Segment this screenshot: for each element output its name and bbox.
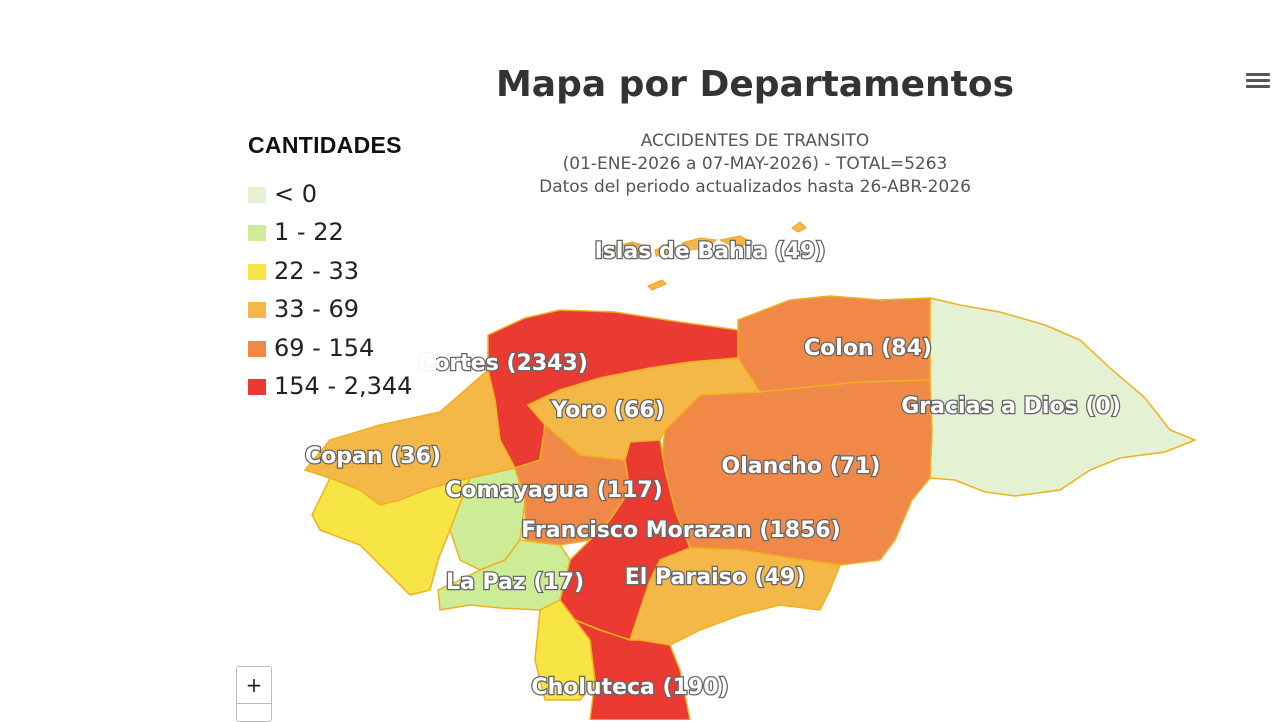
subtitle-line-2: (01-ENE-2026 a 07-MAY-2026) - TOTAL=5263 xyxy=(562,154,948,174)
label-cortes: Cortes (2343) xyxy=(418,351,588,376)
legend-item[interactable]: 1 - 22 xyxy=(248,218,344,248)
label-el-paraiso: El Paraiso (49) xyxy=(625,565,805,590)
legend-item[interactable]: 22 - 33 xyxy=(248,257,359,287)
legend-item-label: 69 - 154 xyxy=(274,334,375,362)
region-ocotepeque[interactable] xyxy=(311,476,472,596)
region-choluteca[interactable] xyxy=(572,618,691,720)
region-islas-de-bahia[interactable] xyxy=(610,221,807,291)
label-islas-de-bahia: Islas de Bahia (49) xyxy=(595,239,826,264)
legend-title: CANTIDADES xyxy=(248,132,402,158)
chart-subtitle: ACCIDENTES DE TRANSITO (01-ENE-2026 a 07… xyxy=(0,130,1278,199)
label-yoro: Yoro (66) xyxy=(550,398,664,423)
hamburger-menu-icon[interactable] xyxy=(1244,70,1272,94)
subtitle-line-1: ACCIDENTES DE TRANSITO xyxy=(640,131,870,151)
label-choluteca: Choluteca (190) xyxy=(531,675,728,700)
label-colon: Colon (84) xyxy=(804,336,932,361)
chart-title: Mapa por Departamentos xyxy=(495,64,1015,105)
legend-item[interactable]: < 0 xyxy=(248,180,317,210)
legend-item-label: < 0 xyxy=(274,180,318,208)
label-la-paz: La Paz (17) xyxy=(446,570,584,595)
label-olancho: Olancho (71) xyxy=(722,454,881,479)
zoom-in-button[interactable]: + xyxy=(237,667,271,704)
region-gracias-a-dios[interactable] xyxy=(929,297,1198,497)
legend-item-label: 1 - 22 xyxy=(274,218,344,246)
legend-item[interactable]: 33 - 69 xyxy=(248,295,359,325)
legend-item[interactable]: 154 - 2,344 xyxy=(248,372,412,402)
label-comayagua: Comayagua (117) xyxy=(445,478,663,503)
zoom-control: + xyxy=(236,666,272,722)
label-gracias-a-dios: Gracias a Dios (0) xyxy=(901,394,1121,419)
legend-swatch xyxy=(248,264,266,280)
legend-swatch xyxy=(248,302,266,318)
legend: CANTIDADES < 0 1 - 22 22 - 33 33 - 69 69… xyxy=(240,128,436,412)
legend-swatch xyxy=(248,225,266,241)
subtitle-line-3: Datos del periodo actualizados hasta 26-… xyxy=(539,177,971,197)
region-el-paraiso[interactable] xyxy=(628,547,842,646)
legend-item-label: 33 - 69 xyxy=(274,295,359,323)
legend-swatch xyxy=(248,379,266,395)
legend-item-label: 22 - 33 xyxy=(274,257,359,285)
legend-item-label: 154 - 2,344 xyxy=(274,372,413,400)
legend-swatch xyxy=(248,187,266,203)
label-francisco-morazan: Francisco Morazan (1856) xyxy=(521,518,840,543)
legend-swatch xyxy=(248,341,266,357)
legend-item[interactable]: 69 - 154 xyxy=(248,334,374,364)
label-copan: Copan (36) xyxy=(305,444,441,469)
